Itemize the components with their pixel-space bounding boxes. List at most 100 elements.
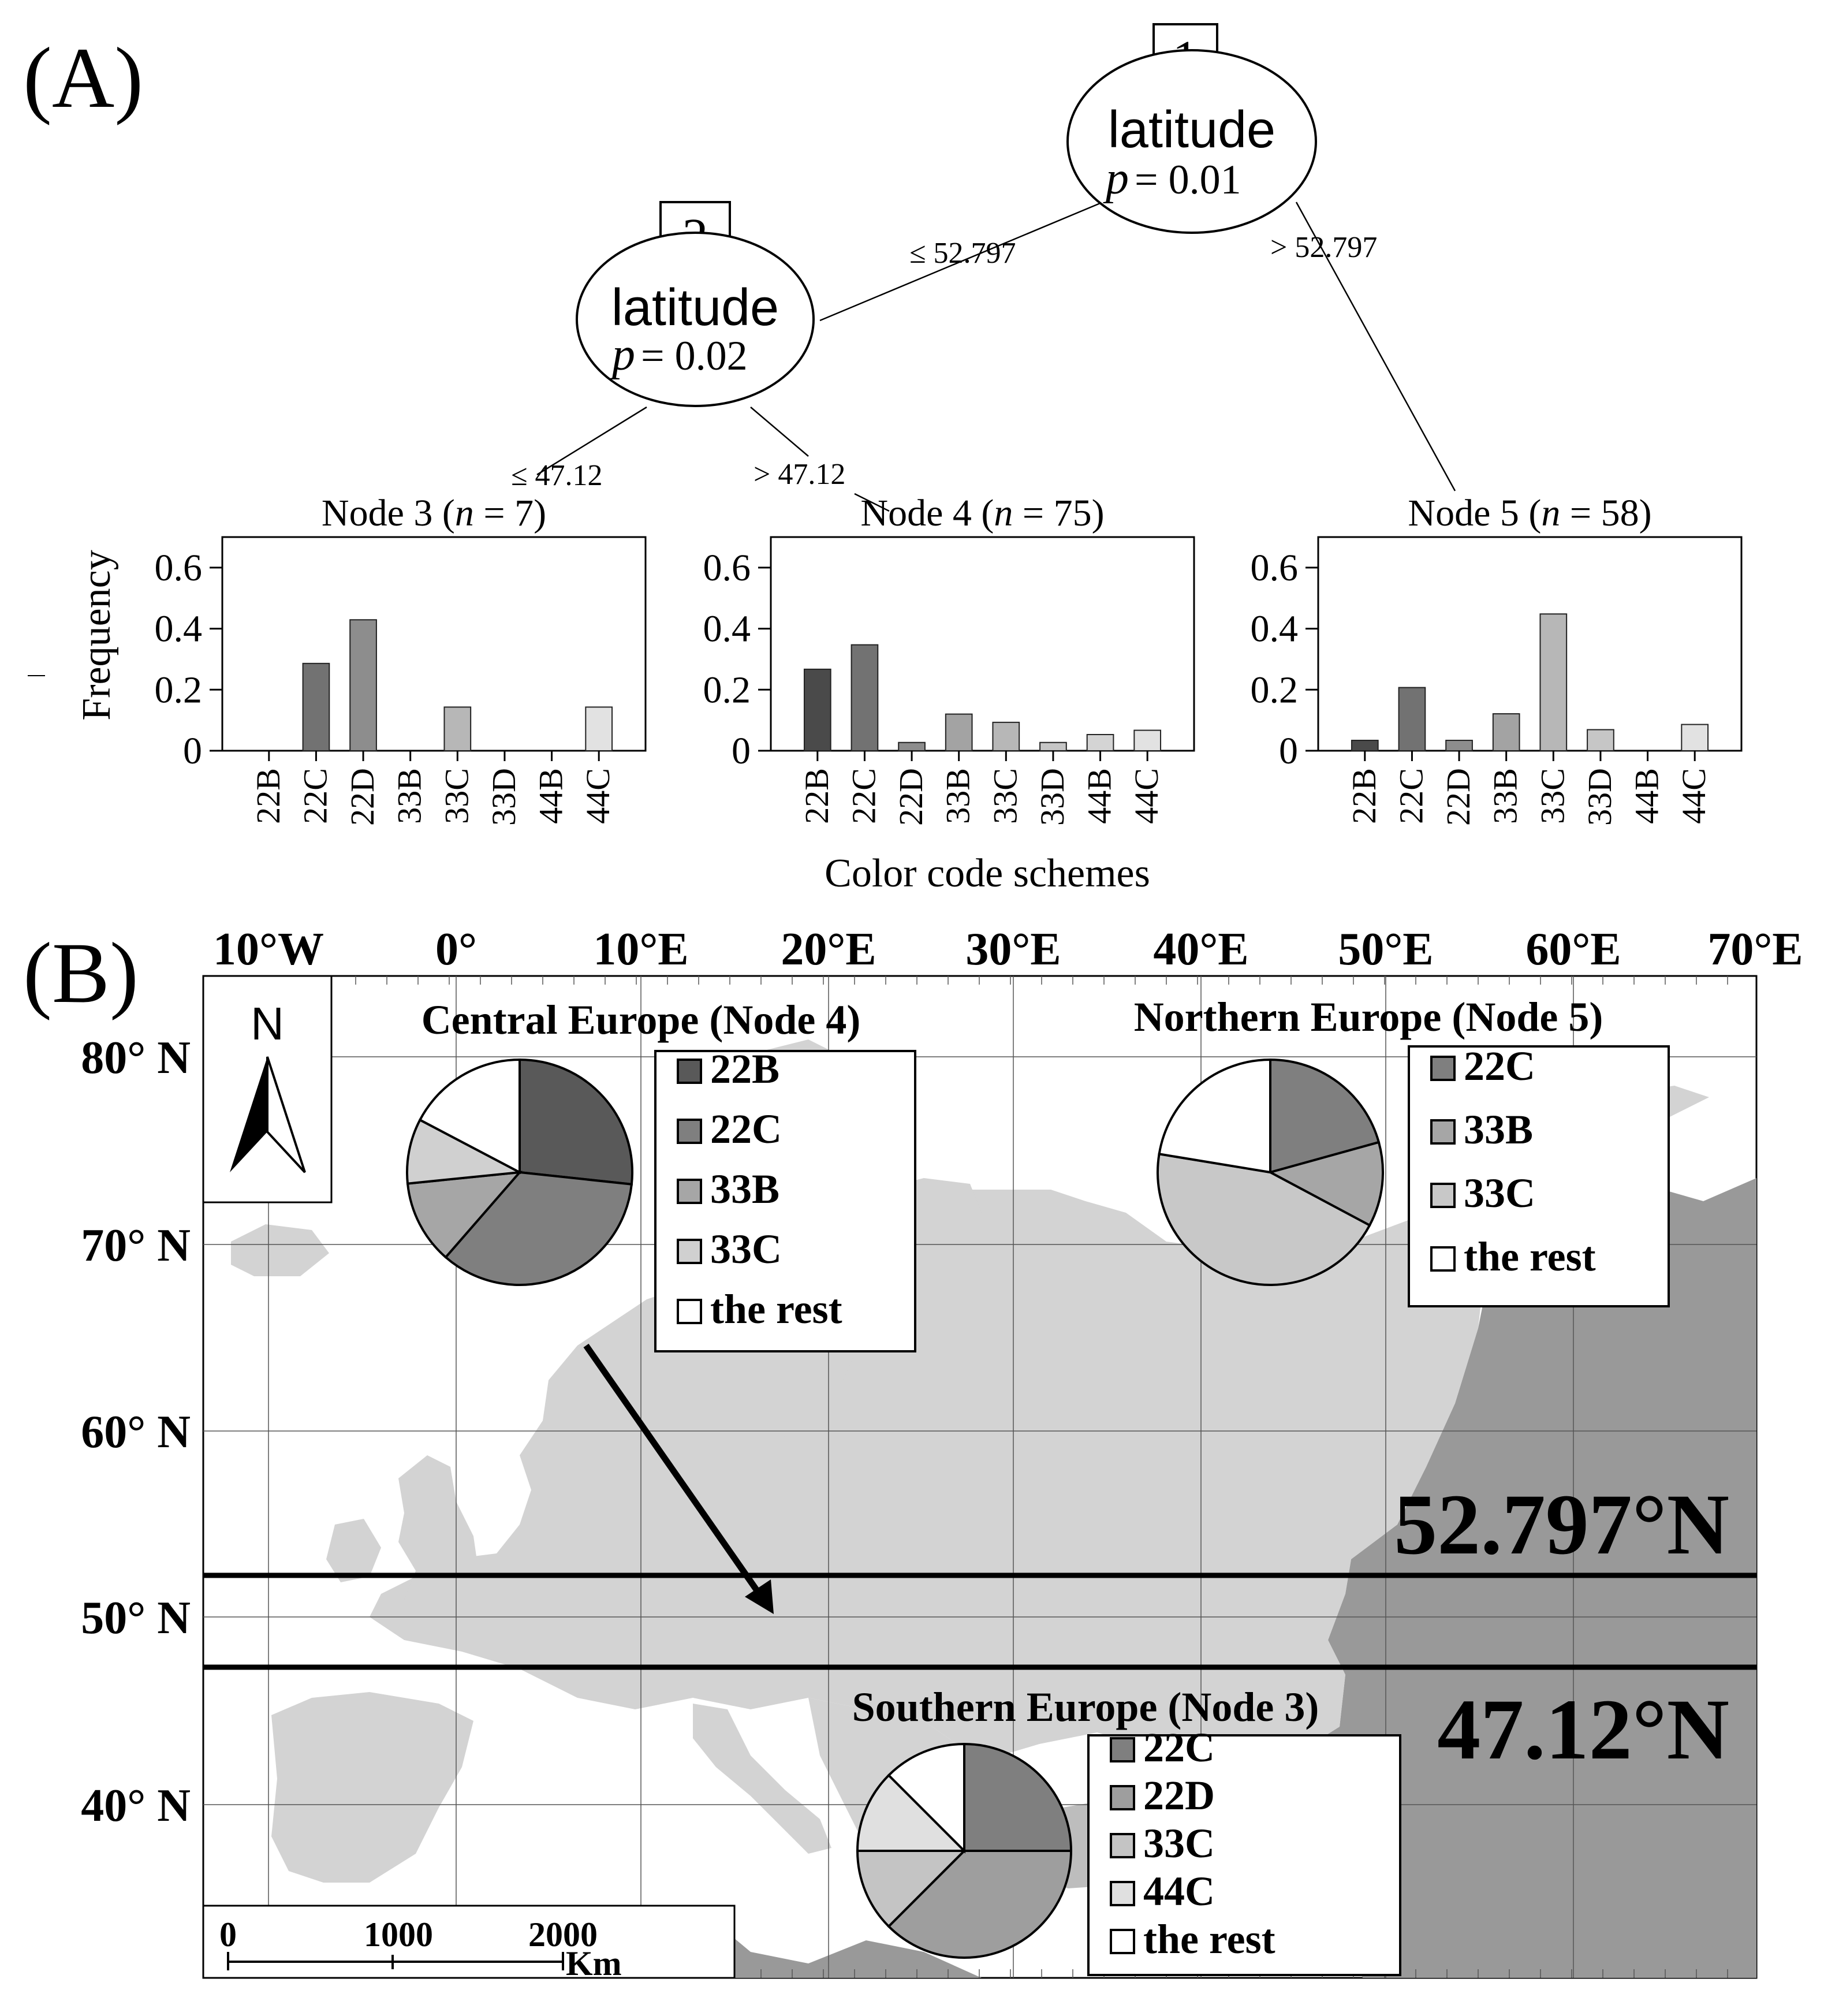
split-1-right: > 52.797: [1270, 231, 1377, 264]
y-tick-label: 0.6: [155, 547, 203, 589]
bar-22C: [302, 662, 330, 752]
pie-legend: 22C 33B 33C the rest: [1408, 1043, 1670, 1307]
bar-44C: [585, 706, 613, 752]
bar-22C: [1398, 687, 1426, 751]
bar-44C: [1133, 729, 1162, 751]
x-tick-label-22B: 22B: [798, 768, 835, 824]
scale-1000: 1000: [364, 1916, 433, 1954]
bar-44B: [1086, 733, 1114, 752]
chart-title: Node 4 (n = 75): [860, 492, 1104, 534]
panel-a-label: (A): [23, 30, 143, 126]
panel-b-label: (B): [23, 925, 139, 1021]
legend-label: 22D: [1143, 1772, 1215, 1819]
lon-label: 30°E: [965, 924, 1061, 975]
pie-slice-the-rest: [887, 1742, 965, 1854]
node-1-variable: latitude: [1108, 101, 1275, 159]
lon-label: 20°E: [781, 924, 876, 975]
label-47-12: 47.12°N: [1437, 1682, 1729, 1777]
longitude-labels: 10°W 0° 10°E 20°E 30°E 40°E 50°E 60°E 70°E: [213, 924, 1803, 975]
chart-title-suffix: = 7): [474, 492, 546, 534]
legend-swatch: [677, 1299, 702, 1324]
bar-33B: [945, 713, 973, 751]
edge-2-3: [536, 406, 647, 476]
x-tick-label-22C: 22C: [1392, 768, 1430, 824]
legend-label: 44C: [1143, 1868, 1215, 1914]
scale-bar: 0 1000 2000 Km: [202, 1905, 736, 1983]
chart-title-prefix: Node 4 (: [860, 492, 994, 534]
x-tick-label-33B: 33B: [391, 768, 428, 824]
x-axis-label: Color code schemes: [825, 851, 1150, 896]
label-52-797: 52.797°N: [1394, 1477, 1729, 1572]
north-arrow-dark: [230, 1057, 267, 1172]
chart-title-n: n: [455, 492, 474, 534]
node-1-pvalue: = 0.01: [1135, 156, 1241, 203]
scale-2000: 2000: [528, 1916, 598, 1954]
lon-label: 60°E: [1525, 924, 1621, 975]
bar-22C: [851, 644, 879, 751]
chart-title: Node 5 (n = 58): [1408, 492, 1651, 534]
x-tick-label-22C: 22C: [845, 768, 882, 824]
lat-label: 50° N: [81, 1593, 191, 1644]
pie-slice-22C: [444, 1171, 633, 1286]
bar-22B: [803, 668, 831, 752]
chart-title-n: n: [1541, 492, 1560, 534]
bar-33C: [1539, 613, 1568, 751]
x-tick-label-44C: 44C: [1128, 768, 1165, 824]
pie-slice-33C: [856, 1850, 967, 1928]
edge-1-5: [1295, 202, 1456, 491]
lon-label: 10°E: [593, 924, 688, 975]
pie-slice-22B: [519, 1058, 633, 1186]
bar-chart-node-3: Node 3 (n = 7) 0 0.2 0.4 0.6 22B 22C 22D 33B 33C 3…: [155, 492, 647, 826]
legend-swatch: [677, 1059, 702, 1084]
map-ireland: [326, 1519, 381, 1582]
legend-swatch: [1110, 1737, 1135, 1762]
north-arrow: N: [202, 975, 333, 1203]
x-tick-label-22D: 22D: [344, 768, 381, 826]
lon-label: 70°E: [1707, 924, 1803, 975]
map-iceland: [231, 1224, 329, 1276]
pie-chart-3: Southern Europe (Node 3)22C22D33C44Cthe …: [852, 1684, 1401, 1976]
map-italy: [693, 1704, 831, 1854]
x-tick-label-33C: 33C: [438, 768, 475, 824]
y-tick-label: 0.2: [155, 669, 203, 711]
x-tick-label-44B: 44B: [1081, 768, 1118, 824]
chart-title-suffix: = 75): [1013, 492, 1104, 534]
legend-label: the rest: [1464, 1234, 1596, 1280]
y-axis-label: Frequency: [74, 550, 119, 720]
tree-node-2: 2 latitude p = 0.02: [576, 201, 815, 407]
bar-33D: [1039, 741, 1067, 751]
pie-slice-44C: [856, 1773, 967, 1852]
pie-title: Central Europe (Node 4): [422, 997, 861, 1043]
legend-label: 33C: [1464, 1170, 1535, 1216]
lat-label: 60° N: [81, 1407, 191, 1458]
bar-33D: [1587, 729, 1614, 751]
legend-swatch: [1430, 1056, 1456, 1081]
pie-slice-22C: [1269, 1058, 1381, 1174]
bar-22D: [898, 741, 926, 751]
lat-label: 80° N: [81, 1033, 191, 1083]
x-tick-label-33D: 33D: [1034, 768, 1071, 826]
node-1-p: p: [1103, 153, 1129, 204]
scale-unit: Km: [566, 1944, 622, 1983]
x-tick-label-44C: 44C: [579, 768, 617, 824]
bar-22D: [349, 619, 377, 751]
pie-chart-2: Northern Europe (Node 5)22C 33B 33C the res…: [1134, 994, 1670, 1307]
map-britain: [398, 1455, 479, 1611]
x-tick-label-33D: 33D: [1581, 768, 1618, 826]
y-tick-label: 0.6: [703, 547, 751, 589]
legend-label: 33C: [1143, 1820, 1215, 1866]
pie-slice-the-rest: [1158, 1058, 1271, 1174]
pie-slice-33C: [406, 1118, 524, 1185]
pie-slice-33C: [1157, 1152, 1371, 1286]
y-tick-label: 0: [732, 730, 751, 772]
legend-label: 33C: [710, 1226, 782, 1272]
bar-22B: [1351, 740, 1379, 751]
y-tick-label: 0: [183, 730, 202, 772]
chart-title-n: n: [994, 492, 1013, 534]
north-arrow-light: [266, 1056, 306, 1173]
legend-swatch: [1110, 1881, 1135, 1906]
plot-frame: [1317, 536, 1743, 752]
legend-label: 22B: [710, 1046, 779, 1092]
